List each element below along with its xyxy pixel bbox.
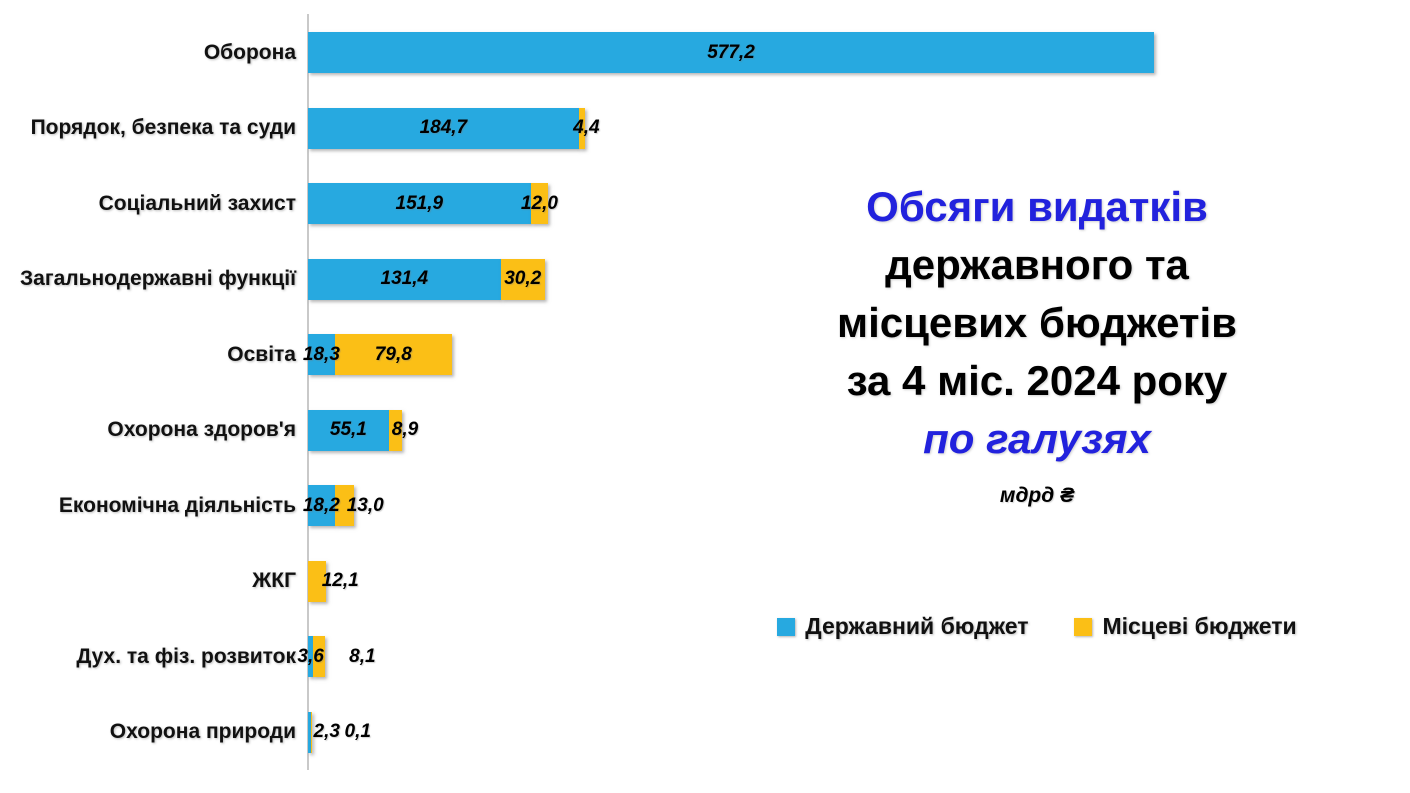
state-budget-bar <box>308 258 501 300</box>
legend: Державний бюджет Місцеві бюджети <box>752 613 1322 640</box>
local-budget-bar <box>334 334 452 376</box>
category-label: Оборона <box>203 40 296 64</box>
state-budget-bar <box>308 485 335 527</box>
local-value-label: 13,0 <box>346 494 384 516</box>
legend-label: Державний бюджет <box>805 613 1029 639</box>
local-budget-bar <box>578 107 586 149</box>
local-budget-bar <box>500 258 545 300</box>
state-value-label: 3,6 <box>297 645 324 667</box>
state-value-label: 131,4 <box>380 268 429 290</box>
local-budget-bar <box>334 485 354 527</box>
state-value-label: 55,1 <box>329 419 367 441</box>
legend-label: Місцеві бюджети <box>1102 613 1297 639</box>
category-label: Економічна діяльність <box>58 493 296 517</box>
title-line-4: за 4 міс. 2024 року <box>846 357 1228 404</box>
title-line-2: державного та <box>885 241 1189 288</box>
category-label: Охорона здоров'я <box>107 418 296 442</box>
state-budget-bar <box>308 107 579 149</box>
legend-swatch-icon <box>777 617 796 636</box>
state-value-label: 151,9 <box>395 192 444 214</box>
category-label: ЖКГ <box>252 569 296 593</box>
title-panel: Обсяги видатків державного та місцевих бюд… <box>752 178 1322 508</box>
title-line-1: Обсяги видатків <box>866 183 1208 230</box>
local-budget-bar <box>313 636 326 678</box>
category-label: Дух. та фіз. розвиток <box>76 644 296 668</box>
local-value-label: 12,1 <box>321 570 359 592</box>
state-budget-bar <box>308 636 314 678</box>
local-budget-bar <box>530 183 549 225</box>
local-value-label: 0,1 <box>344 721 371 743</box>
units-label: мдрд ₴ <box>999 484 1075 507</box>
title-line-3: місцевих бюджетів <box>837 299 1237 346</box>
legend-item: Місцеві бюджети <box>1074 613 1297 640</box>
category-label: Охорона природи <box>109 720 296 744</box>
category-label: Загальнодержавні функції <box>19 267 296 291</box>
state-value-label: 184,7 <box>419 117 468 139</box>
state-value-label: 577,2 <box>707 41 755 63</box>
local-value-label: 8,9 <box>391 419 419 441</box>
local-value-label: 79,8 <box>374 343 412 365</box>
state-value-label: 18,2 <box>302 494 340 516</box>
state-budget-bar <box>308 711 312 753</box>
local-value-label: 4,4 <box>573 117 600 139</box>
local-budget-bar <box>308 560 326 602</box>
category-label: Освіта <box>227 342 296 366</box>
title-line-5: по галузях <box>923 415 1151 462</box>
local-value-label: 12,0 <box>520 192 558 214</box>
y-axis-line <box>307 14 309 770</box>
legend-swatch-icon <box>1074 617 1093 636</box>
state-budget-bar <box>308 334 335 376</box>
legend-item: Державний бюджет <box>777 613 1028 640</box>
local-value-label: 30,2 <box>504 268 542 290</box>
state-budget-bar <box>308 32 1154 74</box>
local-budget-bar <box>388 409 402 451</box>
category-label: Порядок, безпека та суди <box>30 116 296 140</box>
state-budget-bar <box>308 183 531 225</box>
local-value-label: 8,1 <box>349 645 376 667</box>
state-budget-bar <box>308 409 389 451</box>
category-label: Соціальний захист <box>98 191 296 215</box>
chart-title: Обсяги видатків державного та місцевих бюд… <box>752 178 1322 468</box>
state-value-label: 18,3 <box>302 343 340 365</box>
state-value-label: 2,3 <box>313 721 340 743</box>
